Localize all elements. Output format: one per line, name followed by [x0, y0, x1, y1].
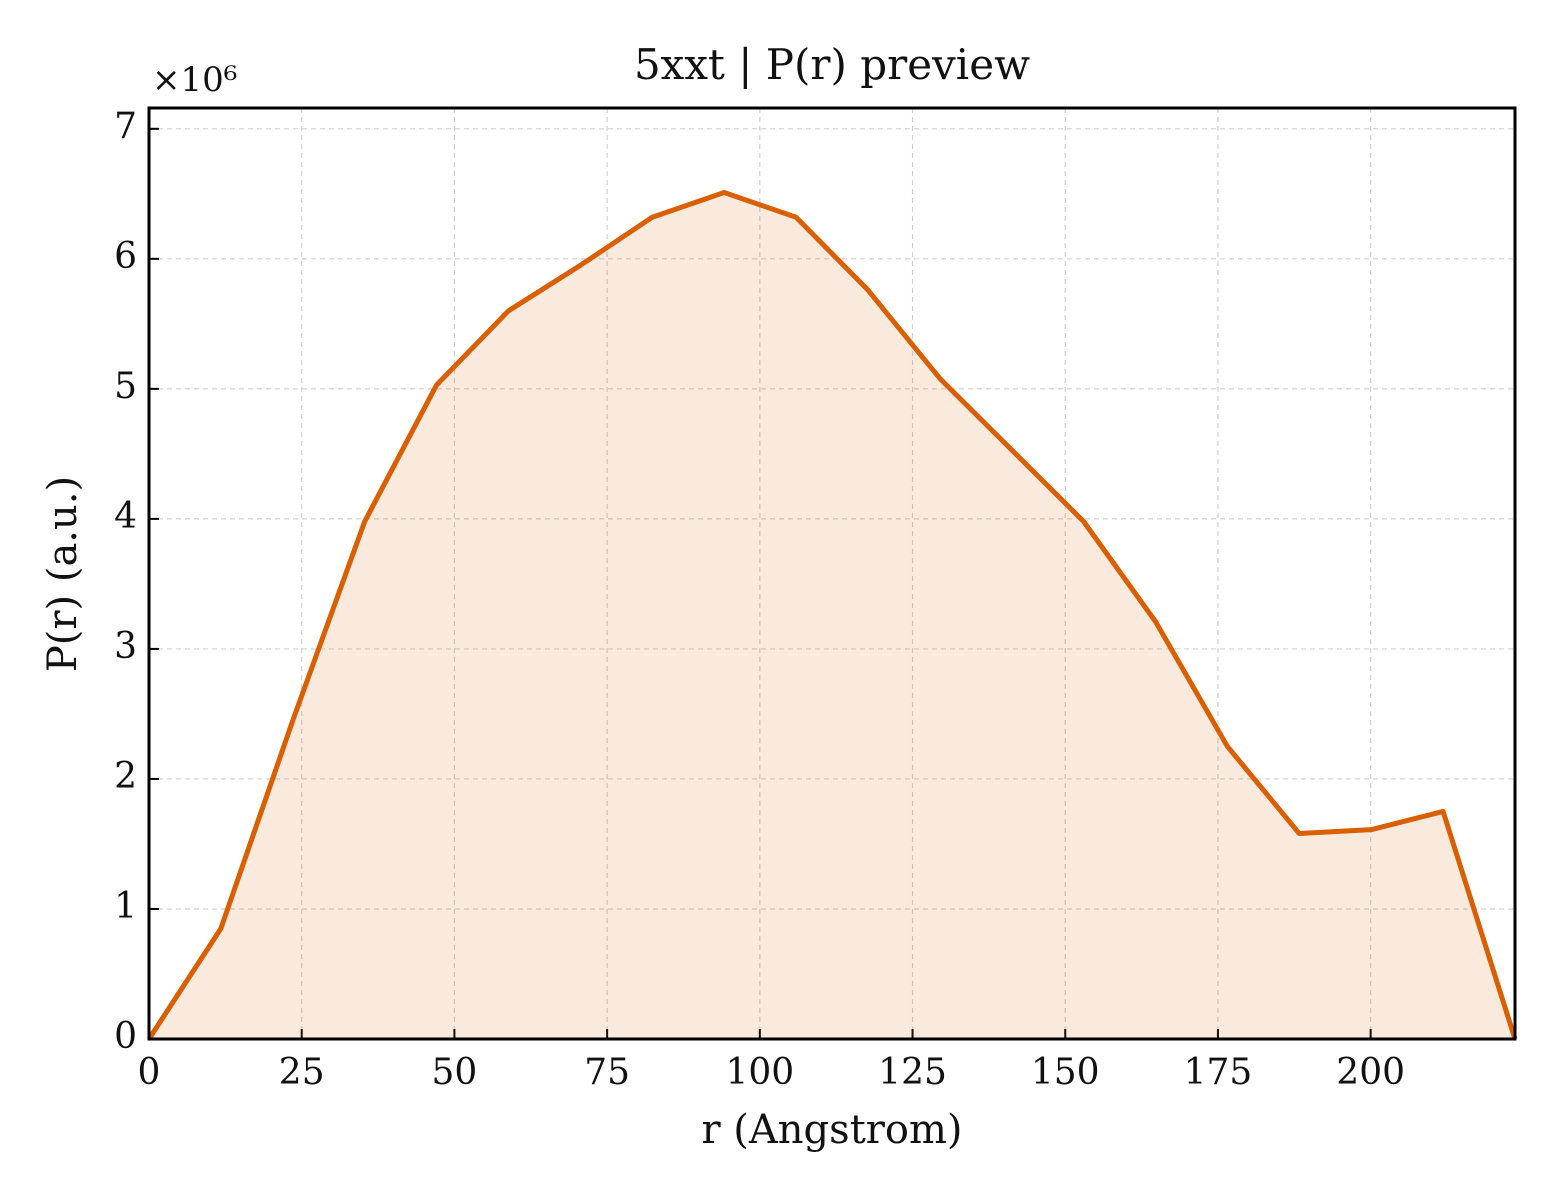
x-tick-label: 125	[878, 1052, 947, 1093]
x-tick-label: 150	[1031, 1052, 1100, 1093]
x-tick-label: 0	[138, 1052, 161, 1093]
chart-title: 5xxt | P(r) preview	[634, 40, 1030, 89]
y-tick-label: 0	[114, 1016, 137, 1057]
x-tick-label: 75	[584, 1052, 630, 1093]
y-tick-label: 5	[114, 366, 137, 407]
x-tick-label: 25	[279, 1052, 325, 1093]
x-axis-label: r (Angstrom)	[701, 1107, 962, 1153]
y-tick-label: 2	[114, 756, 137, 797]
y-tick-label: 6	[114, 236, 137, 277]
y-tick-label: 3	[114, 626, 137, 667]
area	[149, 192, 1515, 1039]
x-tick-label: 175	[1184, 1052, 1253, 1093]
y-axis-label: P(r) (a.u.)	[40, 476, 86, 672]
y-tick-label: 1	[114, 886, 137, 927]
line	[146, 190, 1518, 1041]
y-offset-label: ×10⁶	[152, 60, 237, 100]
x-tick-label: 200	[1336, 1052, 1405, 1093]
y-tick-label: 7	[114, 106, 137, 147]
plot-frame	[147, 106, 1517, 1041]
x-tick-label: 100	[725, 1052, 794, 1093]
x-tick-label: 50	[432, 1052, 478, 1093]
y-tick-label: 4	[114, 496, 137, 537]
